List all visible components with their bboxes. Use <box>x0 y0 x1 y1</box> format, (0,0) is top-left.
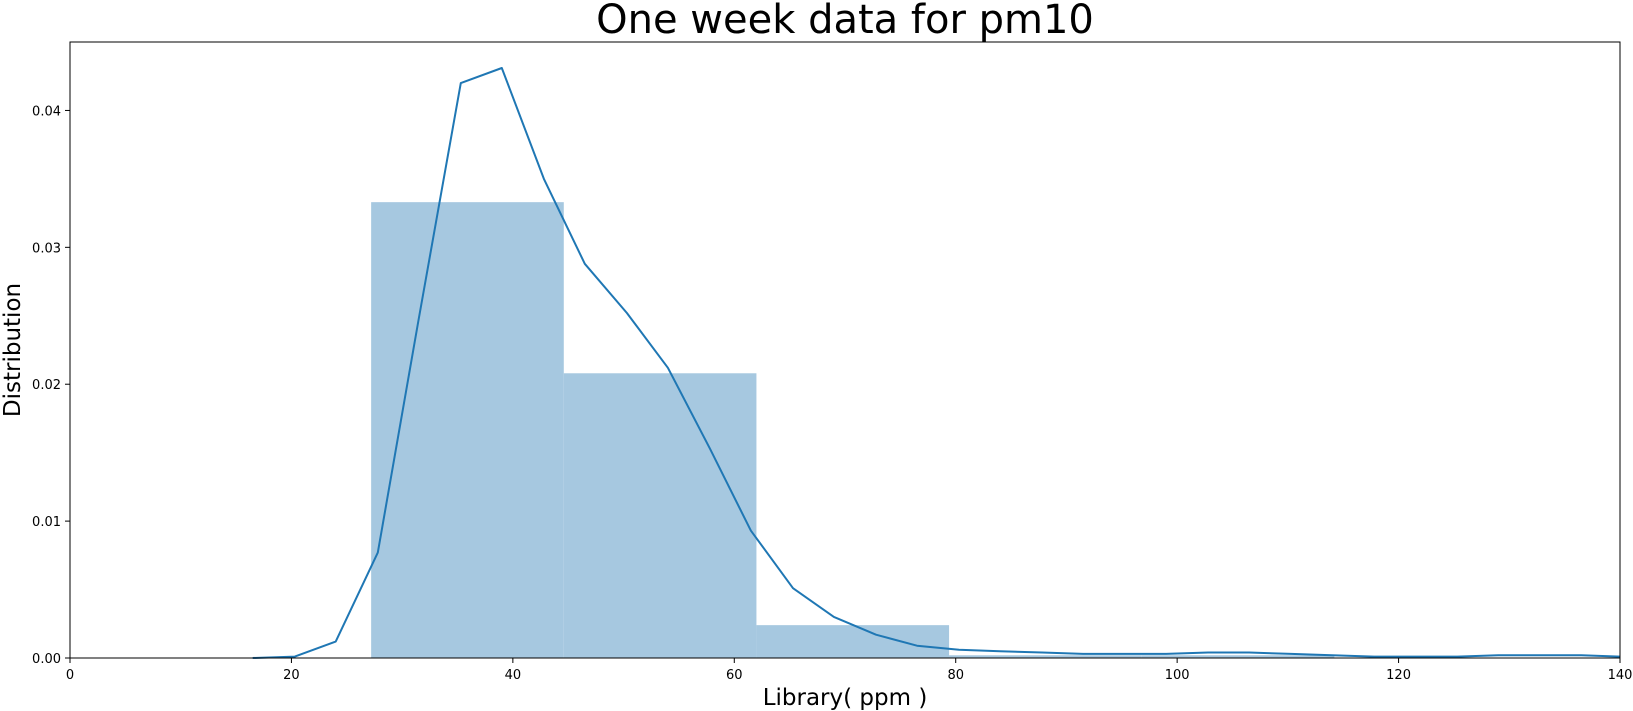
kde-line <box>252 67 1621 659</box>
x-tick-label: 120 <box>1386 668 1411 683</box>
y-axis-ticks: 0.00 0.01 0.02 0.03 0.04 <box>32 104 70 667</box>
histogram-bar <box>563 373 757 658</box>
plot-frame <box>69 41 1621 659</box>
histogram-bar <box>756 625 950 658</box>
y-tick-label: 0.03 <box>32 241 61 256</box>
x-tick-label: 40 <box>505 668 522 683</box>
kde-layer <box>252 67 1621 659</box>
x-axis-ticks: 0 20 40 60 80 100 120 140 <box>66 658 1633 683</box>
x-tick-label: 0 <box>66 668 74 683</box>
y-tick-label: 0.02 <box>32 378 61 393</box>
histogram-bars <box>371 202 1335 658</box>
histogram-bar <box>1141 655 1335 658</box>
y-axis-label: Distribution <box>0 283 26 417</box>
y-tick-label: 0.01 <box>32 515 61 530</box>
x-tick-label: 140 <box>1608 668 1633 683</box>
chart-title: One week data for pm10 <box>596 0 1094 43</box>
x-tick-label: 60 <box>726 668 743 683</box>
histogram-bar <box>371 202 564 658</box>
x-axis-label: Library( ppm ) <box>763 685 928 711</box>
x-tick-label: 80 <box>947 668 964 683</box>
y-tick-label: 0.04 <box>32 104 61 119</box>
x-tick-label: 20 <box>283 668 300 683</box>
x-tick-label: 100 <box>1165 668 1190 683</box>
histogram-bar <box>949 655 1142 658</box>
y-tick-label: 0.00 <box>32 652 61 667</box>
